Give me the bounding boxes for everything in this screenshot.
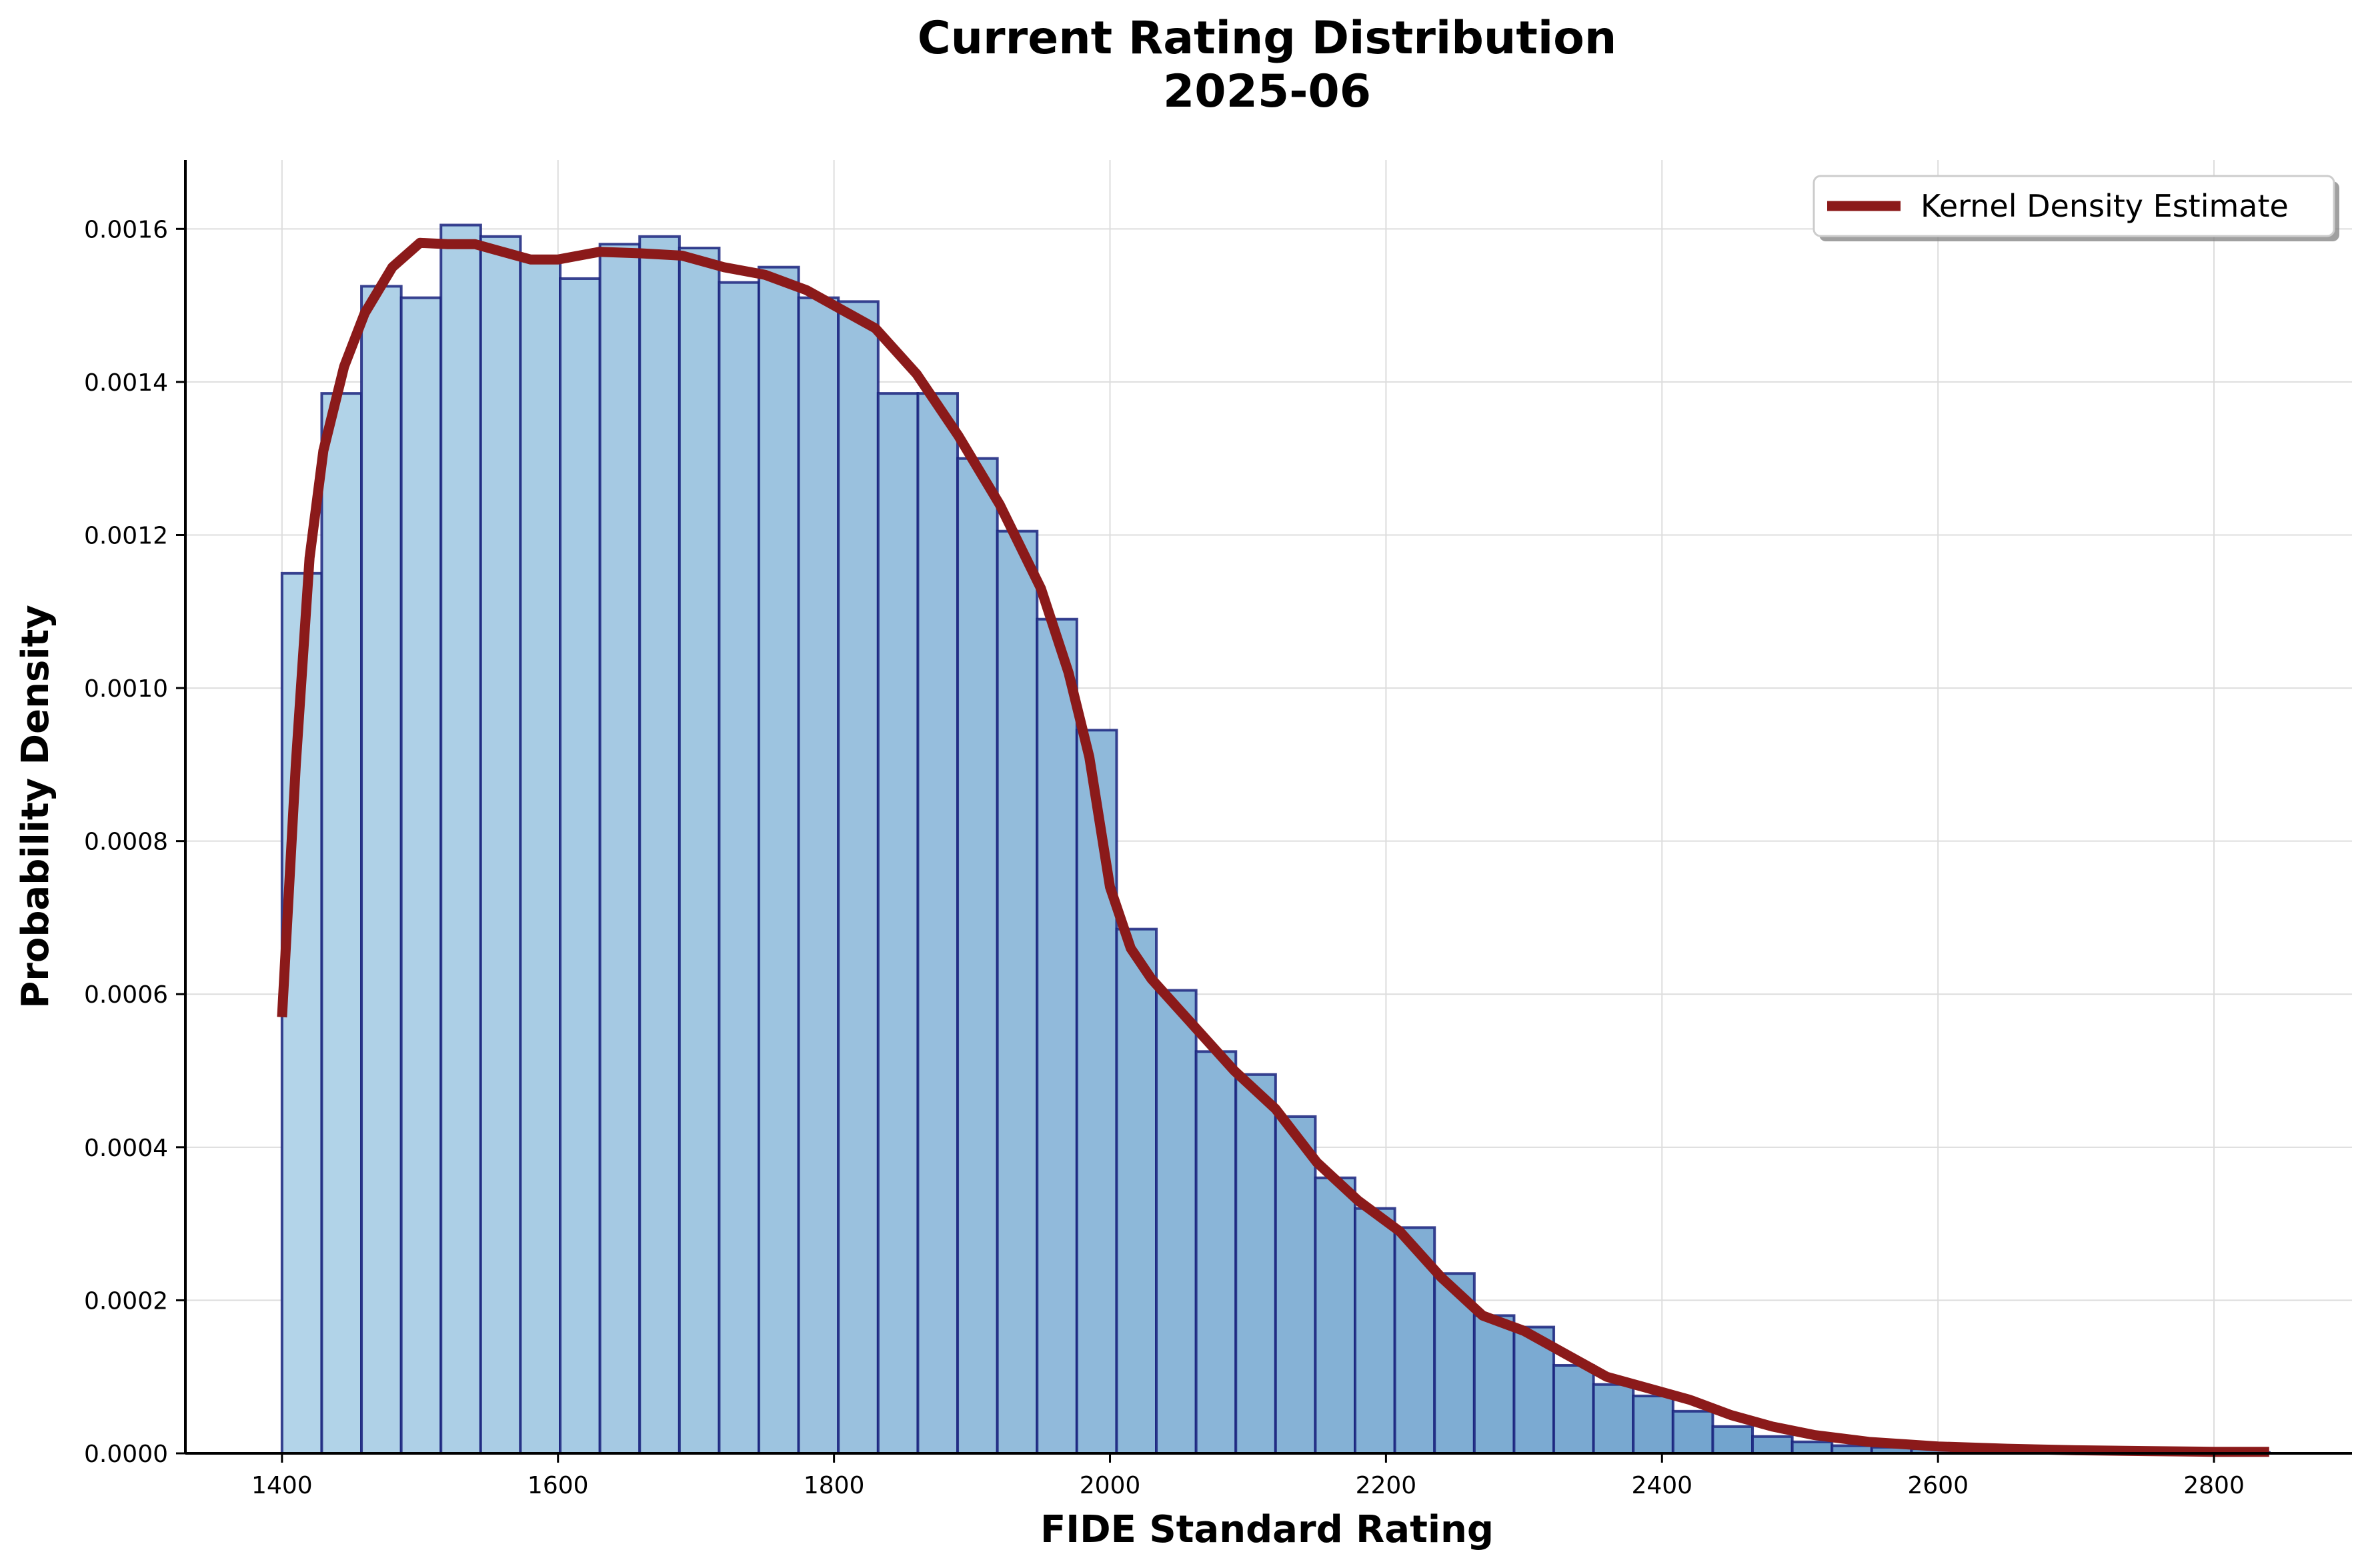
histogram-bar (1632, 1394, 1674, 1455)
histogram-bar (1751, 1435, 1794, 1455)
histogram-bar (399, 296, 443, 1455)
histogram-bar (876, 392, 920, 1455)
x-axis-label: FIDE Standard Rating (1040, 1508, 1494, 1551)
histogram-bar (1711, 1425, 1754, 1455)
x-tick-label: 2800 (2183, 1472, 2245, 1499)
histogram-bar (718, 281, 761, 1455)
y-tick-label: 0.0012 (84, 522, 168, 549)
histogram-bar (996, 529, 1039, 1455)
y-tick-label: 0.0016 (84, 216, 168, 243)
legend-box (1813, 175, 2335, 237)
histogram-bar (678, 247, 721, 1455)
chart-title: Current Rating Distribution (918, 12, 1617, 65)
y-tick-label: 0.0006 (84, 981, 168, 1009)
histogram-bar (439, 223, 482, 1455)
histogram-bar (758, 265, 800, 1455)
axes (184, 160, 2352, 1455)
y-tick-label: 0.0004 (84, 1135, 168, 1162)
histogram-bar (1234, 1073, 1277, 1455)
x-tick-label: 2400 (1631, 1472, 1692, 1499)
histogram-bar (1194, 1050, 1238, 1455)
histogram-bars (280, 223, 2271, 1455)
histogram-bar (638, 235, 681, 1455)
histogram-bar (1592, 1383, 1635, 1455)
legend-label-kde: Kernel Density Estimate (1921, 188, 2289, 224)
histogram-bar (1155, 989, 1198, 1455)
histogram-bar (320, 392, 363, 1455)
kde-line (277, 237, 2269, 1457)
x-tick-label: 1600 (527, 1472, 589, 1499)
x-tick-label: 2200 (1356, 1472, 1417, 1499)
histogram-bar (479, 235, 522, 1455)
y-tick-label: 0.0010 (84, 675, 168, 703)
y-tick-label: 0.0008 (84, 829, 168, 856)
x-tick-label: 1400 (251, 1472, 313, 1499)
histogram-bar (1075, 729, 1118, 1455)
histogram-bar (1354, 1207, 1396, 1455)
histogram-bar (1671, 1409, 1714, 1455)
histogram-bar (1314, 1176, 1357, 1455)
histogram-bar (1791, 1440, 1834, 1455)
histogram-bar (360, 285, 403, 1455)
x-tick-label: 2000 (1080, 1472, 1141, 1499)
chart-subtitle: 2025-06 (1163, 65, 1371, 118)
legend: Kernel Density Estimate (1813, 175, 2339, 241)
histogram-bar (837, 300, 880, 1455)
histogram-bar (1472, 1314, 1516, 1455)
x-tick-label: 1800 (804, 1472, 865, 1499)
histogram-bar (598, 243, 642, 1455)
histogram-bar (1115, 927, 1158, 1455)
x-tick-label: 2600 (1907, 1472, 1969, 1499)
histogram-bar (956, 457, 999, 1455)
histogram-bar (559, 277, 602, 1455)
histogram-bar (797, 296, 840, 1455)
histogram-bar (519, 258, 562, 1455)
y-tick-label: 0.0000 (84, 1441, 168, 1468)
histogram-bar (916, 392, 960, 1455)
histogram-bar (1552, 1363, 1595, 1455)
y-tick-label: 0.0002 (84, 1287, 168, 1315)
tick-labels: 1400 1600 1800 2000 2200 2400 2600 2800 0.0000 0.… (84, 216, 2245, 1499)
histogram-bar (1036, 617, 1078, 1455)
histogram-bar (1274, 1115, 1317, 1455)
y-tick-label: 0.0014 (84, 369, 168, 397)
histogram-bar (1433, 1272, 1476, 1455)
y-axis-label: Probability Density (14, 605, 57, 1009)
